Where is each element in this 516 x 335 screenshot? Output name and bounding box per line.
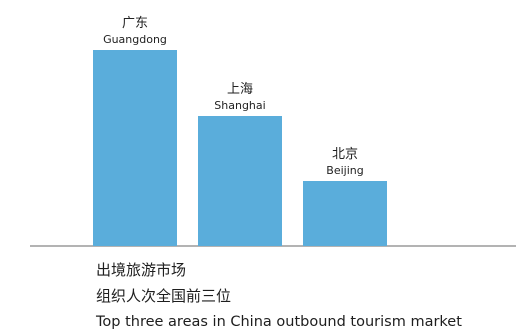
bar-guangdong	[93, 50, 177, 246]
bar-chart: 广东 Guangdong 上海 Shanghai 北京 Beijing	[30, 16, 516, 247]
bar-beijing	[303, 181, 387, 246]
caption-line-zh-1: 出境旅游市场	[96, 261, 187, 279]
bar-shanghai	[198, 116, 282, 246]
bar-label-zh-shanghai: 上海	[227, 82, 253, 97]
bar-label-en-guangdong: Guangdong	[103, 33, 167, 46]
caption-line-en: Top three areas in China outbound touris…	[96, 314, 462, 330]
bar-label-en-beijing: Beijing	[326, 164, 363, 177]
bar-label-zh-guangdong: 广东	[122, 16, 148, 31]
bar-label-zh-beijing: 北京	[332, 147, 358, 162]
bar-label-en-shanghai: Shanghai	[214, 99, 265, 112]
caption-line-zh-2: 组织人次全国前三位	[96, 287, 232, 305]
